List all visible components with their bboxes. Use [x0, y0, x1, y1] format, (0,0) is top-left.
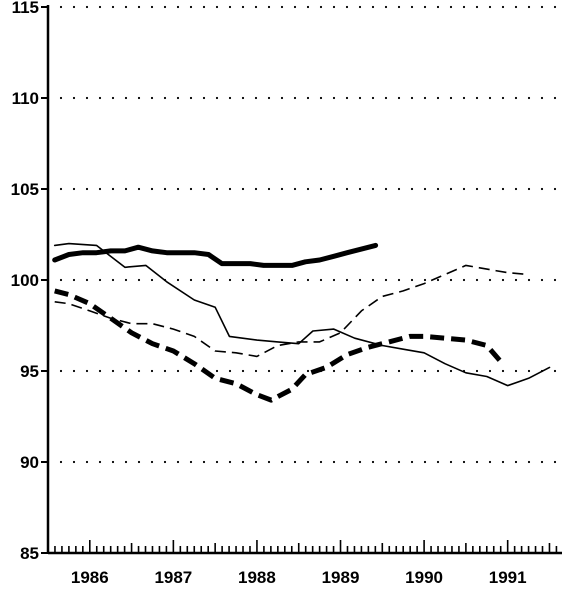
x-axis-ticks: 1986 1987 1988 1989 1990 1991 — [47, 540, 558, 587]
x-tick-label: 1987 — [154, 568, 192, 587]
series-lines — [52, 242, 551, 403]
x-tick-label: 1989 — [322, 568, 360, 587]
gridlines — [46, 5, 564, 464]
x-tick-label: 1988 — [238, 568, 276, 587]
series-line-thick-dashed — [54, 288, 503, 403]
y-axis-ticks: 85 90 95 100 105 110 115 — [11, 0, 48, 563]
x-tick-label: 1986 — [71, 568, 109, 587]
y-tick-label: 85 — [20, 544, 39, 563]
y-tick-label: 105 — [11, 180, 39, 199]
series-line-thick-solid — [52, 242, 379, 268]
y-tick-label: 115 — [12, 0, 39, 17]
series-line-thin-solid — [53, 242, 551, 387]
series-line-thin-dashed — [54, 264, 529, 358]
axes — [46, 5, 562, 555]
x-tick-label: 1991 — [489, 568, 527, 587]
x-tick-label: 1990 — [405, 568, 443, 587]
y-tick-label: 110 — [12, 89, 39, 108]
y-tick-label: 100 — [11, 271, 39, 290]
y-tick-label: 95 — [20, 362, 39, 381]
y-tick-label: 90 — [20, 453, 39, 472]
